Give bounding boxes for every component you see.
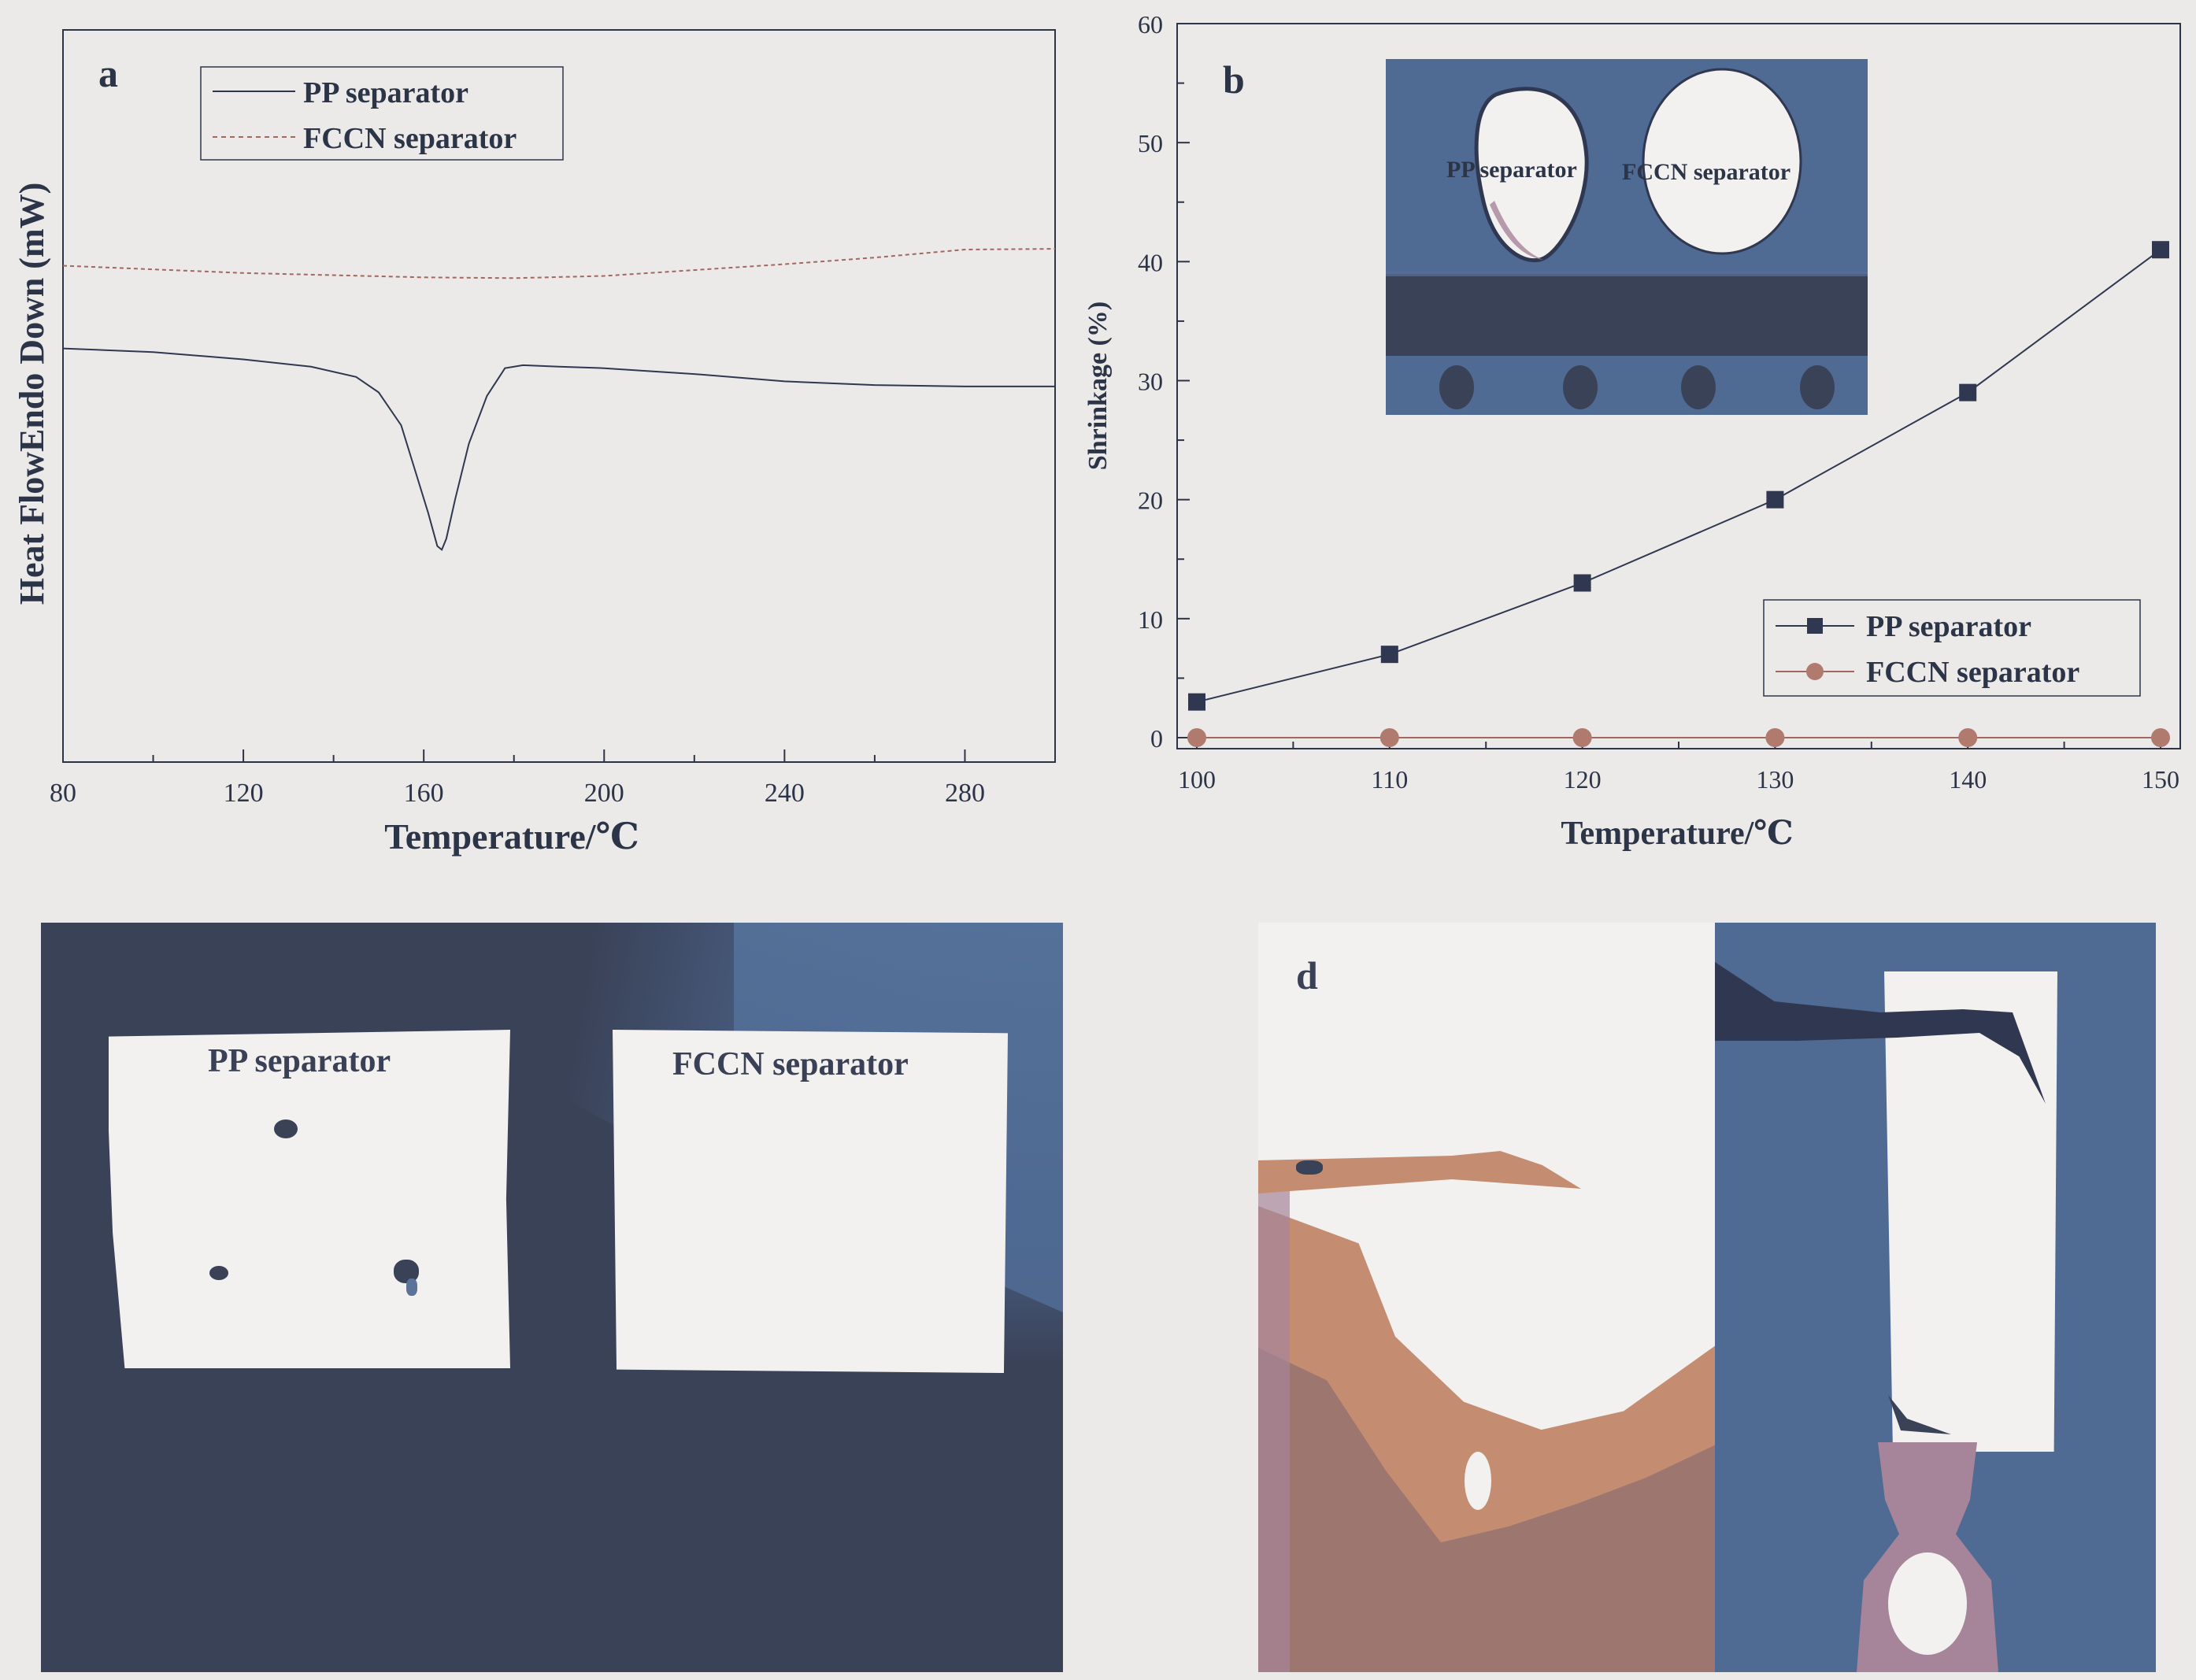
y-tick-label: 20	[1138, 487, 1163, 515]
data-point-fccn	[1572, 728, 1592, 747]
photo-c: PP separator FCCN separator	[41, 923, 1063, 1672]
chart-b-shrinkage: 0 10 20 30 40 50 60 100 110 120 130 140 150 PP separ…	[1083, 10, 2181, 852]
photo-c-label-fccn: FCCN separator	[672, 1046, 909, 1082]
bright-spot	[1465, 1452, 1491, 1510]
legend-label-fccn: FCCN separator	[1866, 656, 2079, 689]
legend-box	[1763, 599, 2141, 697]
x-tick-label: 200	[584, 779, 624, 808]
photo-d: d	[1258, 923, 2156, 1672]
chart-a-dsc: 80 120 160 200 240 280 a PP separator FCCN se…	[13, 29, 1056, 857]
x-tick-label: 130	[1756, 765, 1794, 794]
x-tick-label: 150	[2142, 765, 2179, 794]
x-axis-label: Temperature/℃	[1561, 816, 1793, 852]
y-tick-label: 50	[1138, 129, 1163, 157]
legend-label-pp: PP separator	[1866, 610, 2031, 643]
pp-separator-sheet	[109, 1030, 510, 1368]
photo-d-label: d	[1296, 953, 1318, 997]
y-tick-label: 60	[1138, 10, 1163, 39]
legend-marker-fccn	[1806, 663, 1824, 680]
data-point-fccn	[1765, 728, 1785, 747]
photo-c-label-pp: PP separator	[208, 1043, 391, 1079]
hole	[406, 1279, 417, 1296]
pp-flame-strip	[1258, 1151, 1581, 1193]
inset-photo: PP separator FCCN separator	[1386, 59, 1868, 415]
photo-d-mauve-strip	[1258, 1190, 1290, 1672]
y-tick-label: 40	[1138, 248, 1163, 276]
axes: 0 10 20 30 40 50 60 100 110 120 130 140 150	[1138, 10, 2179, 794]
y-tick-label: 30	[1138, 368, 1163, 396]
plot-area	[1187, 241, 2170, 747]
data-point-fccn	[1958, 728, 1978, 747]
data-point-pp	[1766, 490, 1784, 509]
dark-speck	[1296, 1160, 1323, 1175]
panel-letter: b	[1223, 57, 1245, 102]
x-axis-label: Temperature/℃	[384, 816, 639, 857]
series-line-fccn	[62, 248, 1056, 279]
legend-label-pp: PP separator	[303, 76, 468, 109]
x-tick-label: 160	[404, 779, 444, 808]
data-point-pp	[1959, 383, 1977, 401]
panel-letter: a	[98, 51, 118, 95]
x-tick-label: 80	[50, 779, 76, 808]
x-tick-label: 280	[945, 779, 985, 808]
data-point-pp	[1380, 646, 1398, 664]
inset-label-pp: PP separator	[1446, 157, 1577, 183]
plot-frame	[62, 29, 1056, 763]
x-tick-label: 240	[765, 779, 805, 808]
inset-label-fccn: FCCN separator	[1622, 159, 1790, 185]
y-tick-label: 0	[1150, 724, 1163, 753]
x-tick-label: 120	[224, 779, 264, 808]
flame-core	[1888, 1552, 1967, 1655]
legend-marker-pp	[1807, 618, 1823, 634]
hole	[274, 1119, 298, 1138]
x-tick-label: 100	[1178, 765, 1216, 794]
data-point-fccn	[2151, 728, 2170, 747]
y-axis-label: Heat FlowEndo Down (mW)	[13, 183, 51, 605]
data-point-pp	[1188, 693, 1205, 711]
y-tick-label: 10	[1138, 605, 1163, 634]
legend-label-fccn: FCCN separator	[303, 122, 517, 155]
y-axis-label: Shrinkage (%)	[1083, 302, 1113, 470]
data-point-pp	[1573, 574, 1591, 592]
x-tick-label: 110	[1371, 765, 1408, 794]
fccn-separator-sheet	[613, 1030, 1008, 1373]
data-point-fccn	[1187, 728, 1206, 747]
hole	[209, 1266, 228, 1280]
series-line-pp	[1196, 249, 2161, 703]
x-tick-label: 140	[1949, 765, 1987, 794]
series-line-pp	[62, 347, 1055, 551]
legend-box	[200, 66, 564, 161]
x-tick-label: 120	[1564, 765, 1602, 794]
data-point-fccn	[1379, 728, 1399, 747]
x-axis: 80 120 160 200 240 280	[50, 749, 1056, 808]
fccn-sample-strip	[1884, 971, 2057, 1452]
data-point-pp	[2152, 241, 2169, 259]
plot-area	[62, 248, 1056, 551]
